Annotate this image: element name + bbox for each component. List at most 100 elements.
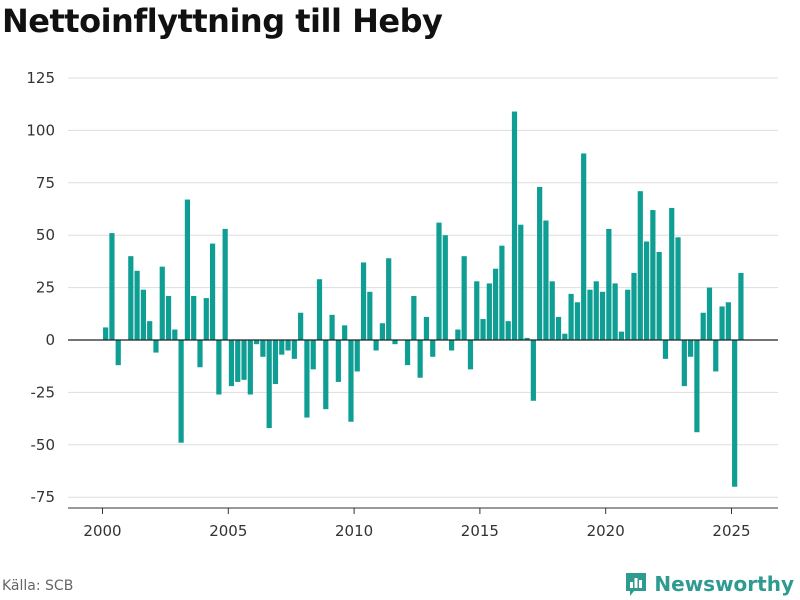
x-tick-label: 2015: [461, 522, 499, 540]
bar: [128, 256, 134, 340]
y-tick-label: -75: [31, 488, 56, 506]
y-tick-label: 125: [26, 69, 55, 87]
bar: [612, 283, 618, 340]
y-tick-label: -25: [31, 383, 56, 401]
bar: [184, 199, 191, 340]
bar: [140, 289, 146, 340]
bar: [134, 270, 140, 340]
bar: [637, 191, 643, 340]
bar: [593, 281, 599, 340]
bar: [568, 293, 574, 340]
bar: [587, 289, 593, 340]
bar: [335, 340, 341, 382]
bar: [524, 337, 530, 340]
brand-name: Newsworthy: [654, 572, 794, 596]
chart-title: Nettoinflyttning till Heby: [2, 2, 443, 40]
bar: [700, 312, 706, 340]
bar: [367, 291, 373, 340]
bar: [329, 314, 335, 340]
bar: [530, 340, 536, 401]
y-tick-label: 0: [45, 331, 55, 349]
y-tick-label: 100: [26, 121, 55, 139]
bar: [222, 228, 228, 340]
bar: [518, 224, 524, 340]
bar: [254, 340, 260, 345]
bar: [474, 281, 480, 340]
bar: [216, 340, 222, 395]
bar: [417, 340, 423, 378]
bar: [373, 340, 379, 351]
bar: [574, 302, 580, 340]
bar: [650, 210, 656, 340]
bar: [656, 251, 662, 340]
x-tick-label: 2010: [335, 522, 373, 540]
y-tick-label: 25: [36, 279, 55, 297]
bar: [606, 228, 612, 340]
bar: [209, 243, 216, 340]
bar: [228, 340, 235, 387]
x-tick-label: 2000: [83, 522, 121, 540]
bar: [354, 340, 360, 372]
brand-logo: Newsworthy: [624, 571, 794, 597]
bar: [675, 237, 681, 340]
bar: [719, 306, 725, 340]
bar: [643, 241, 650, 340]
bar: [511, 111, 518, 340]
bar: [669, 207, 675, 340]
bar: [203, 298, 209, 340]
x-tick-label: 2020: [587, 522, 625, 540]
bar: [291, 340, 297, 359]
bar: [505, 321, 511, 340]
bar: [241, 340, 247, 380]
newsworthy-logo-icon: [626, 573, 647, 596]
bar: [442, 235, 448, 340]
bar: [360, 262, 367, 340]
bar: [379, 323, 385, 340]
bars: [103, 111, 744, 487]
bar: [197, 340, 203, 368]
bar: [298, 312, 304, 340]
x-axis-ticks: 2000 2005 2010 2015 2020 2025: [83, 508, 751, 540]
bar: [725, 302, 731, 340]
bar: [581, 153, 587, 340]
bar: [706, 287, 713, 340]
bar: [411, 295, 417, 340]
bar: [694, 340, 700, 433]
bar: [147, 321, 153, 340]
bar: [323, 340, 329, 410]
bar: [392, 340, 398, 345]
bar: [555, 316, 562, 340]
bar: [467, 340, 474, 370]
bar: [404, 340, 411, 366]
bar: [618, 331, 625, 340]
bar: [178, 340, 184, 443]
bar: [172, 329, 178, 340]
bar: [115, 340, 121, 366]
y-tick-label: 75: [36, 174, 55, 192]
bar: [159, 266, 165, 340]
bar: [562, 333, 568, 340]
y-axis-ticks: 125 100 75 50 25 0 -25 -50 -75: [26, 69, 55, 506]
y-tick-label: -50: [31, 436, 56, 454]
bar: [461, 256, 467, 340]
bar: [247, 340, 253, 395]
x-tick-label: 2005: [209, 522, 247, 540]
bar: [537, 186, 543, 340]
bar: [732, 340, 738, 487]
bar: [272, 340, 279, 385]
bar: [549, 281, 555, 340]
bar: [304, 340, 310, 418]
bar: [681, 340, 687, 387]
y-tick-label: 50: [36, 226, 55, 244]
bar: [631, 272, 637, 340]
bar: [688, 340, 694, 357]
bar: [625, 289, 631, 340]
bar: [109, 233, 115, 340]
axes: [68, 339, 778, 509]
bar: [316, 279, 323, 340]
x-tick-label: 2025: [712, 522, 750, 540]
bar: [486, 283, 492, 340]
bar: [436, 222, 442, 340]
bar: [713, 340, 719, 372]
